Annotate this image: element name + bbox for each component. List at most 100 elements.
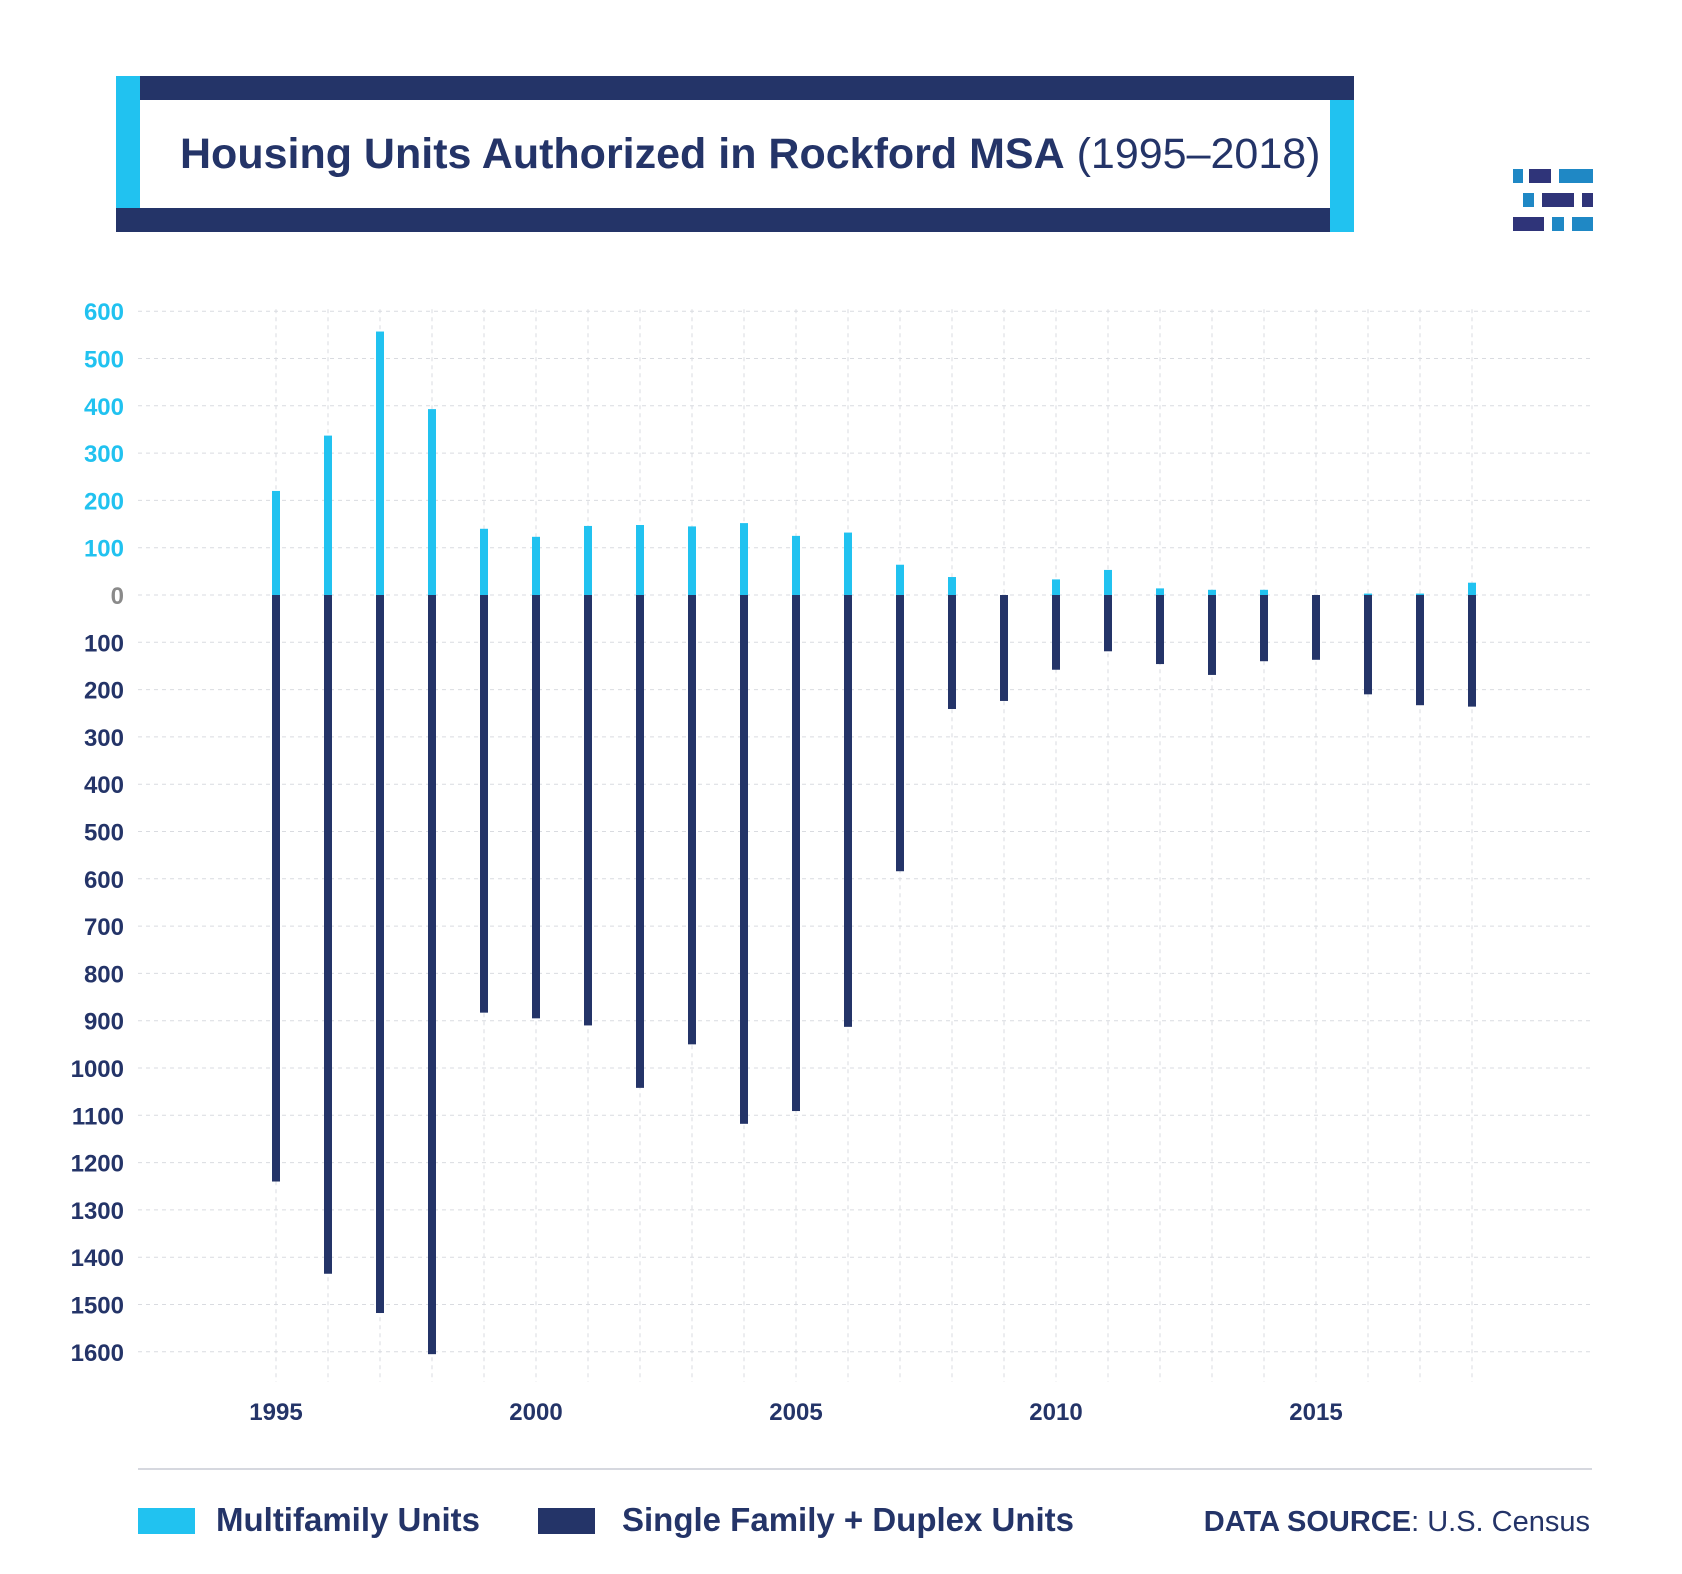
bar-multifamily-2011	[1104, 569, 1112, 595]
brand-logo	[1513, 169, 1593, 231]
bar-multifamily-2014	[1260, 589, 1268, 595]
bar-multifamily-2010	[1052, 579, 1060, 595]
bar-multifamily-2016	[1364, 593, 1372, 595]
y-tick-label: 1100	[72, 1103, 124, 1130]
bar-single-family-2007	[896, 595, 904, 872]
bar-multifamily-1999	[480, 528, 488, 595]
bar-single-family-2011	[1104, 595, 1112, 652]
bar-single-family-2013	[1208, 595, 1216, 675]
logo-block	[1582, 193, 1593, 207]
logo-block	[1513, 217, 1544, 231]
logo-block	[1542, 193, 1574, 207]
y-tick-label: 600	[84, 299, 124, 326]
bar-single-family-2008	[948, 595, 956, 709]
housing-units-chart: 6005004003002001000100200300400500600700…	[71, 299, 1592, 1426]
chart-title-main: Housing Units Authorized in Rockford MSA	[180, 130, 1065, 178]
bar-single-family-2006	[844, 595, 852, 1027]
y-tick-label: 300	[84, 441, 124, 468]
bar-multifamily-2006	[844, 532, 852, 595]
bar-single-family-2005	[792, 595, 800, 1112]
title-banner-bottom-bar	[116, 208, 1330, 232]
bar-single-family-2010	[1052, 595, 1060, 670]
bar-multifamily-2013	[1208, 589, 1216, 595]
legend-swatch-multifamily	[138, 1508, 195, 1534]
bar-multifamily-1996	[324, 435, 332, 595]
y-tick-label: 1000	[71, 1056, 124, 1083]
bar-single-family-1996	[324, 595, 332, 1274]
bar-multifamily-2003	[688, 526, 696, 595]
bar-multifamily-2007	[896, 564, 904, 595]
y-tick-label: 1600	[71, 1340, 124, 1367]
bar-multifamily-2005	[792, 535, 800, 595]
logo-block	[1513, 169, 1523, 183]
data-source: DATA SOURCE: U.S. Census	[1204, 1502, 1590, 1542]
bar-single-family-2018	[1468, 595, 1476, 707]
y-tick-label: 900	[84, 1009, 124, 1036]
bar-single-family-2017	[1416, 595, 1424, 706]
y-tick-label: 1500	[71, 1293, 124, 1320]
bar-single-family-2004	[740, 595, 748, 1124]
bar-single-family-2000	[532, 595, 540, 1019]
legend-label-single-family: Single Family + Duplex Units	[622, 1501, 1075, 1538]
legend-label-multifamily: Multifamily Units	[216, 1501, 481, 1538]
bar-multifamily-2000	[532, 536, 540, 595]
y-tick-label: 1400	[71, 1245, 124, 1272]
y-tick-label: 700	[84, 914, 124, 941]
data-source-key: DATA SOURCE	[1203, 1506, 1412, 1538]
logo-block	[1529, 169, 1551, 183]
y-tick-label: 100	[84, 536, 124, 563]
bar-single-family-1998	[428, 595, 436, 1355]
y-tick-label: 1300	[71, 1198, 124, 1225]
bar-multifamily-2004	[740, 523, 748, 595]
title-banner-right-accent	[1330, 100, 1354, 232]
bar-single-family-2014	[1260, 595, 1268, 662]
y-tick-label: 500	[84, 820, 124, 847]
x-tick-label: 2000	[509, 1399, 562, 1426]
logo-block	[1572, 217, 1593, 231]
bar-multifamily-2012	[1156, 588, 1164, 595]
bar-single-family-2002	[636, 595, 644, 1088]
bar-multifamily-2017	[1416, 593, 1424, 595]
bar-multifamily-2001	[584, 525, 592, 595]
y-tick-label: 1200	[71, 1151, 124, 1178]
bar-single-family-2016	[1364, 595, 1372, 695]
y-tick-label: 300	[84, 725, 124, 752]
bar-single-family-1999	[480, 595, 488, 1013]
y-tick-label: 0	[111, 583, 124, 610]
bar-single-family-1995	[272, 595, 280, 1182]
bar-single-family-1997	[376, 595, 384, 1314]
bar-multifamily-1997	[376, 331, 384, 595]
y-tick-label: 200	[84, 488, 124, 515]
bar-multifamily-2002	[636, 524, 644, 595]
logo-block	[1523, 193, 1534, 207]
bar-single-family-2001	[584, 595, 592, 1026]
legend-swatch-single-family	[538, 1508, 595, 1534]
y-tick-label: 100	[84, 630, 124, 657]
y-tick-label: 500	[84, 347, 124, 374]
labels-layer: 6005004003002001000100200300400500600700…	[71, 299, 1343, 1426]
data-source-value: : U.S. Census	[1411, 1506, 1590, 1538]
y-tick-label: 200	[84, 678, 124, 705]
y-tick-label: 600	[84, 867, 124, 894]
chart-title-range: (1995–2018)	[1076, 130, 1321, 178]
footer-divider	[138, 1468, 1592, 1470]
x-tick-label: 2015	[1289, 1399, 1342, 1426]
x-tick-label: 1995	[249, 1399, 302, 1426]
chart-title: Housing Units Authorized in Rockford MSA…	[180, 120, 1320, 188]
bars-layer	[272, 331, 1476, 1355]
title-banner-top-bar	[116, 76, 1354, 100]
bar-single-family-2012	[1156, 595, 1164, 665]
title-banner-left-accent	[116, 76, 140, 208]
x-tick-label: 2010	[1029, 1399, 1082, 1426]
bar-single-family-2009	[1000, 595, 1008, 701]
bar-multifamily-2018	[1468, 582, 1476, 595]
y-tick-label: 800	[84, 961, 124, 988]
bar-multifamily-1995	[272, 490, 280, 595]
y-tick-label: 400	[84, 394, 124, 421]
y-tick-label: 400	[84, 772, 124, 799]
bar-multifamily-1998	[428, 409, 436, 595]
bar-multifamily-2008	[948, 577, 956, 595]
bar-single-family-2015	[1312, 595, 1320, 660]
grid-layer	[138, 309, 1592, 1382]
bar-single-family-2003	[688, 595, 696, 1045]
